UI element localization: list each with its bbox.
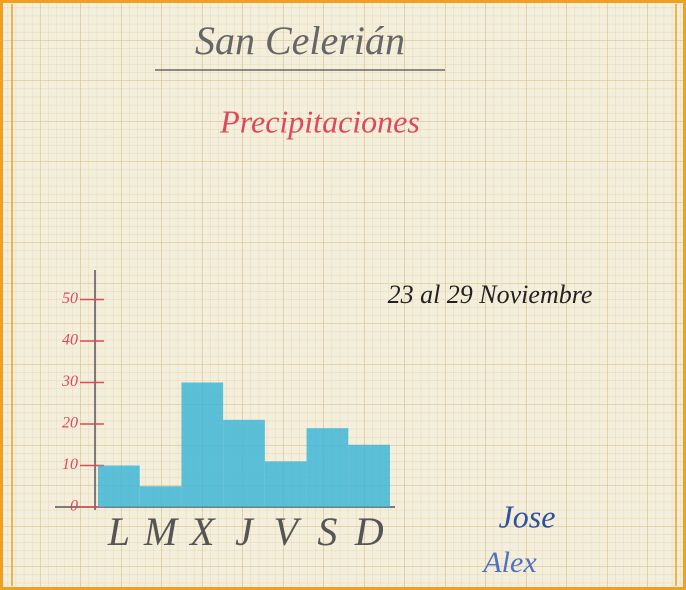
x-tick-label: S [317,509,337,554]
chart-title: San Celerián [195,18,405,63]
bar [181,382,224,507]
x-tick-label: D [354,509,384,554]
x-tick-label: L [107,509,130,554]
bar [264,461,307,507]
y-tick-label: 50 [62,290,78,307]
y-tick-label: 10 [62,456,78,473]
x-tick-label: X [188,509,216,554]
y-tick-label: 40 [62,332,78,349]
date-range: 23 al 29 Noviembre [388,280,593,309]
x-tick-label: M [143,509,180,554]
author: Jose [499,498,556,534]
author: Alex [481,546,537,579]
bar [139,486,182,507]
bar [306,428,349,507]
y-tick-label: 20 [62,415,78,432]
bar [223,419,265,507]
bar [348,444,390,507]
chart-subtitle: Precipitaciones [219,103,420,139]
x-tick-label: V [273,509,302,554]
y-tick-label: 0 [70,498,78,515]
bar [98,465,140,507]
x-tick-label: J [235,509,255,554]
y-tick-label: 30 [61,373,78,390]
